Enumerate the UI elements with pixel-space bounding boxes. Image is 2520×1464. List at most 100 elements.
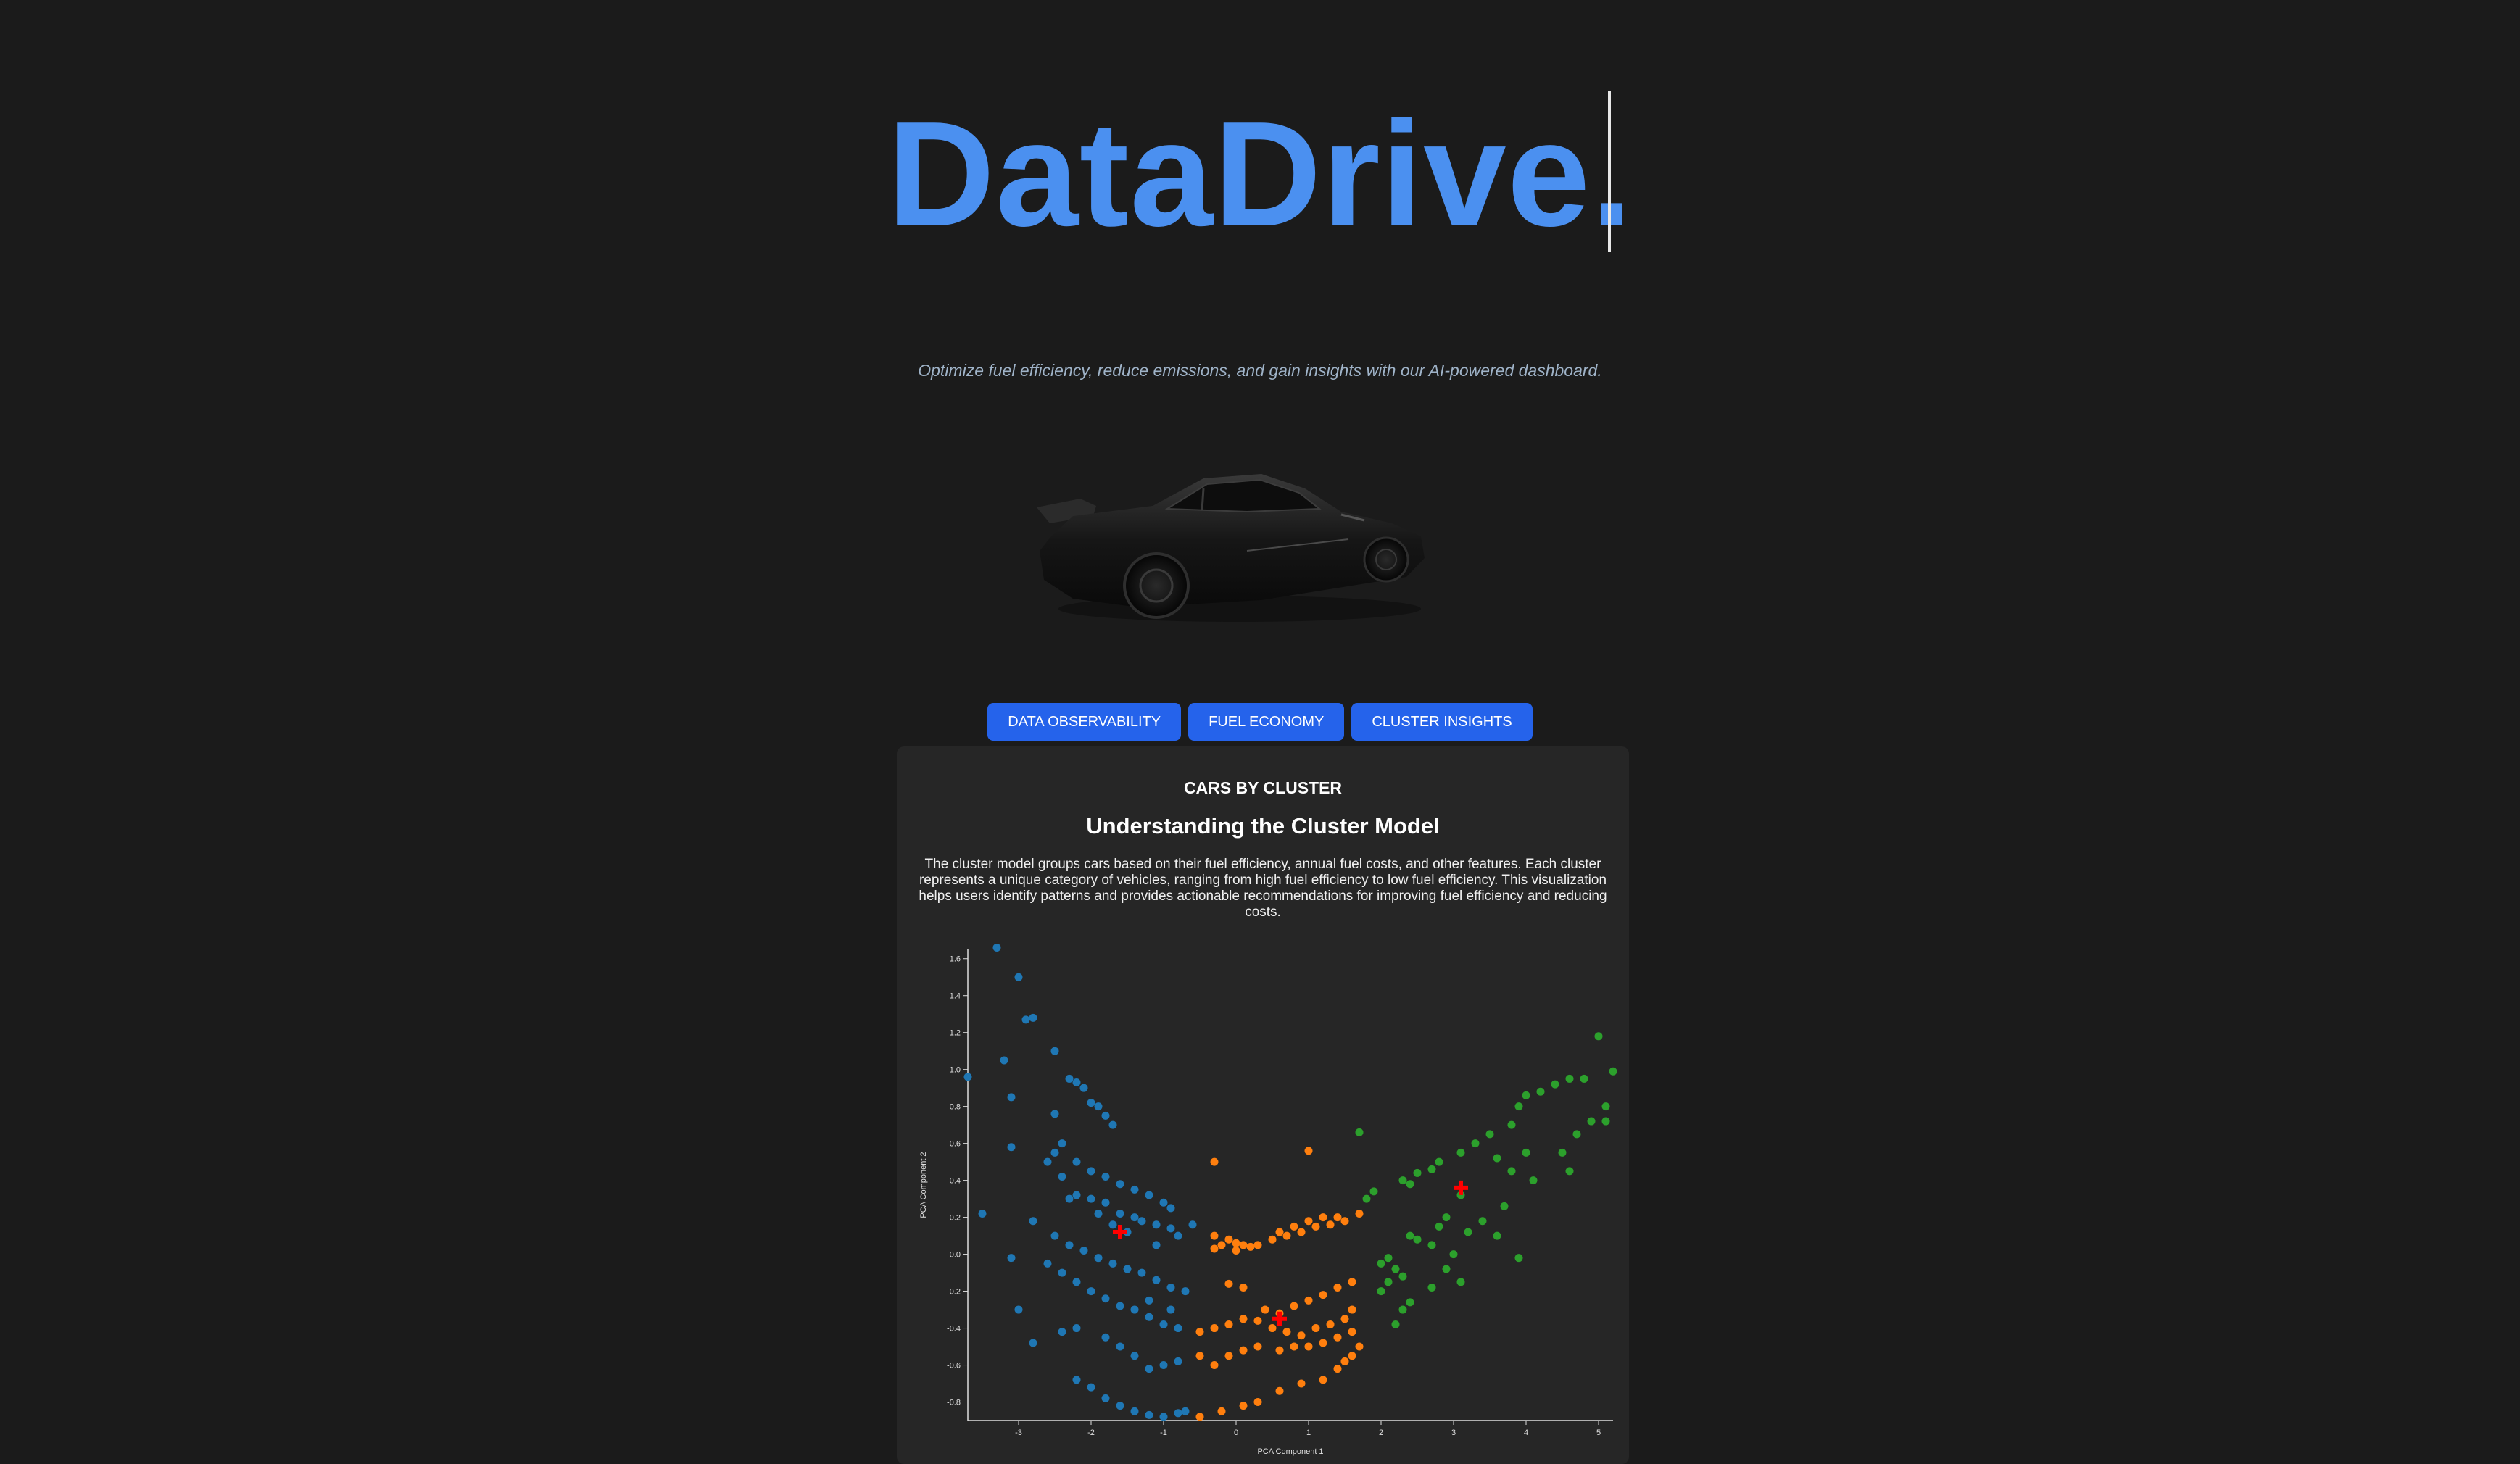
cluster-0-point [1123,1265,1132,1273]
cluster-2-point [1355,1128,1364,1136]
cluster-centroid-marker [1454,1180,1468,1195]
cluster-0-point [1014,973,1023,981]
cluster-1-point [1224,1352,1233,1360]
cluster-2-point [1435,1222,1443,1231]
cluster-1-point [1268,1235,1277,1244]
cluster-1-point [1210,1231,1219,1240]
x-tick-label: 2 [1379,1428,1383,1437]
cluster-1-point [1304,1147,1313,1155]
x-axis-label: PCA Component 1 [1257,1447,1323,1456]
y-tick-label: -0.4 [947,1325,961,1334]
cluster-1-point [1239,1315,1248,1323]
cluster-0-point [1101,1294,1110,1303]
cluster-1-point [1290,1222,1298,1231]
cluster-1-point [1217,1241,1226,1249]
cluster-2-point [1507,1120,1516,1129]
y-tick-label: 0.6 [950,1140,961,1149]
cluster-1-point [1340,1217,1349,1226]
cluster-1-point [1319,1376,1327,1384]
cluster-2-point [1514,1254,1523,1263]
cluster-0-point [1014,1305,1023,1314]
cluster-1-point [1319,1339,1327,1347]
cluster-1-point [1355,1342,1364,1351]
fuel-economy-button[interactable]: FUEL ECONOMY [1188,703,1345,741]
cluster-0-point [1145,1296,1153,1305]
cluster-0-point [1050,1231,1059,1240]
y-tick-label: 0.4 [950,1177,961,1186]
cluster-2-point [1362,1194,1371,1203]
cluster-0-point [1007,1093,1016,1102]
cluster-0-point [1174,1357,1182,1365]
cluster-2-point [1369,1187,1378,1196]
cluster-1-point [1348,1352,1356,1360]
cluster-0-point [1116,1302,1124,1310]
data-observability-button[interactable]: DATA OBSERVABILITY [987,703,1182,741]
cluster-1-point [1232,1239,1240,1247]
cluster-1-point [1232,1246,1240,1255]
cluster-1-point [1253,1398,1262,1407]
cluster-1-point [1253,1316,1262,1325]
panel-description: The cluster model groups cars based on t… [919,857,1607,920]
cluster-centroid-marker [1272,1311,1287,1326]
cluster-0-point [1159,1413,1168,1421]
cluster-0-point [1072,1278,1081,1286]
cluster-2-point [1449,1250,1458,1259]
cluster-1-point [1333,1213,1342,1222]
cluster-1-point [1282,1231,1291,1240]
cluster-0-point [1159,1361,1168,1370]
cluster-0-point [978,1210,987,1218]
cluster-0-point [1166,1305,1175,1314]
cluster-0-point [1087,1383,1095,1392]
cluster-1-point [1348,1328,1356,1336]
y-tick-label: -0.2 [947,1288,961,1297]
cluster-0-point [1087,1194,1095,1203]
cluster-2-point [1398,1176,1407,1185]
cluster-0-point [1174,1231,1182,1240]
cluster-1-point [1319,1213,1327,1222]
cluster-2-point [1594,1032,1603,1041]
cluster-0-point [1108,1259,1117,1268]
cluster-2-point [1406,1298,1414,1307]
cluster-insights-button[interactable]: CLUSTER INSIGHTS [1351,703,1533,741]
cluster-2-point [1427,1241,1436,1249]
cluster-2-point [1478,1217,1487,1226]
panel-title: Understanding the Cluster Model [1086,813,1440,839]
y-tick-label: 1.0 [950,1066,961,1075]
cluster-2-point [1529,1176,1538,1185]
cluster-0-point [1159,1320,1168,1328]
cluster-0-point [1130,1352,1139,1360]
cluster-0-point [1043,1259,1052,1268]
cluster-0-point [992,943,1001,952]
cluster-0-point [1152,1241,1161,1249]
cluster-2-point [1601,1102,1610,1111]
cluster-1-point [1224,1320,1233,1328]
cluster-1-point [1275,1346,1284,1355]
cluster-0-point [1000,1056,1008,1065]
cluster-1-point [1333,1333,1342,1342]
cluster-1-point [1268,1324,1277,1333]
cluster-1-point [1210,1244,1219,1253]
cluster-0-point [1101,1198,1110,1207]
cluster-0-point [1152,1276,1161,1284]
cluster-0-point [1087,1099,1095,1107]
cluster-0-point [1029,1217,1037,1226]
cluster-2-point [1587,1117,1596,1126]
cluster-0-point [1072,1376,1081,1384]
cluster-2-point [1406,1180,1414,1189]
cluster-0-point [1072,1078,1081,1087]
cluster-0-point [1108,1120,1117,1129]
cluster-panel: CARS BY CLUSTER Understanding the Cluste… [897,746,1629,1464]
cluster-0-point [1166,1283,1175,1292]
nav-buttons: DATA OBSERVABILITY FUEL ECONOMY CLUSTER … [0,703,2520,741]
cluster-1-point [1195,1352,1204,1360]
cluster-0-point [1058,1173,1066,1181]
cluster-0-point [1087,1167,1095,1176]
cluster-0-point [1087,1287,1095,1296]
y-tick-label: 1.6 [950,955,961,964]
cluster-0-point [1145,1365,1153,1373]
x-tick-label: 5 [1596,1428,1601,1437]
cluster-1-point [1348,1278,1356,1286]
cluster-1-point [1290,1302,1298,1310]
y-tick-label: -0.6 [947,1362,961,1371]
cluster-1-point [1217,1407,1226,1415]
